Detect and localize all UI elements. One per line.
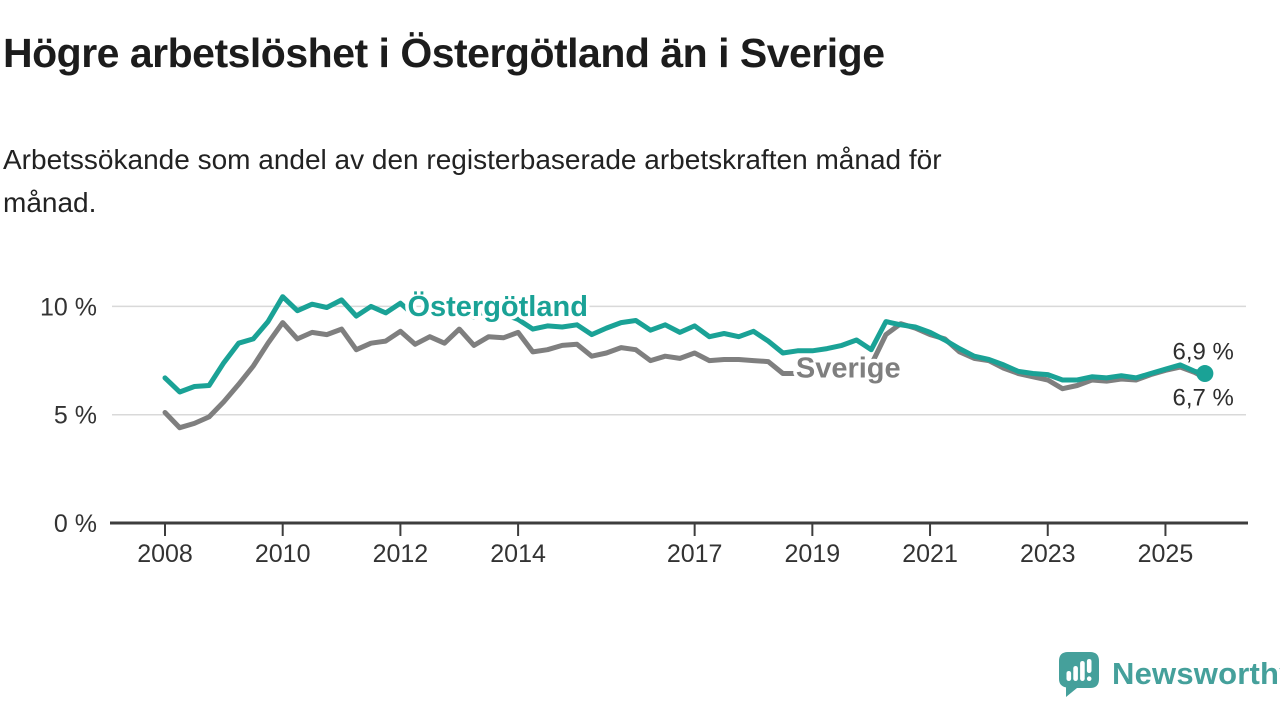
x-tick-label: 2019 (785, 540, 841, 568)
y-tick-label: 0 % (54, 510, 97, 538)
newsworthy-icon (1059, 652, 1099, 697)
y-tick-label: 5 % (54, 402, 97, 430)
x-tick-label: 2010 (255, 540, 311, 568)
series-end-dot (1196, 365, 1214, 383)
bar-small (1066, 671, 1072, 681)
series-label-östergötland: Östergötland (407, 290, 587, 323)
y-tick-label: 10 % (40, 293, 97, 321)
exclamation-stem (1086, 659, 1092, 673)
x-tick-label: 2008 (137, 540, 193, 568)
exclamation-dot (1086, 676, 1092, 681)
end-value-label: 6,9 % (1173, 338, 1234, 365)
brand-wordmark: Newsworthy (1112, 656, 1280, 691)
x-tick-label: 2025 (1138, 540, 1194, 568)
bar-medium (1073, 666, 1078, 681)
x-tick-label: 2014 (490, 540, 546, 568)
x-tick-label: 2021 (902, 540, 958, 568)
newsworthy-logo: Newsworthy (1056, 650, 1280, 698)
series-line-östergötland (162, 294, 1208, 395)
chart-subtitle: Arbetssökande som andel av den registerb… (3, 138, 942, 224)
x-tick-label: 2023 (1020, 540, 1076, 568)
page-title: Högre arbetslöshet i Östergötland än i S… (3, 30, 885, 76)
end-value-label: 6,7 % (1173, 385, 1234, 412)
x-tick-label: 2012 (373, 540, 429, 568)
x-tick-label: 2017 (667, 540, 723, 568)
subtitle-line-1: Arbetssökande som andel av den registerb… (3, 144, 942, 175)
speech-bubble-shape (1059, 652, 1099, 697)
series-line-sverige (162, 320, 1208, 431)
series-label-sverige: Sverige (796, 352, 901, 384)
subtitle-line-2: månad. (3, 187, 97, 218)
bar-large (1080, 661, 1085, 681)
